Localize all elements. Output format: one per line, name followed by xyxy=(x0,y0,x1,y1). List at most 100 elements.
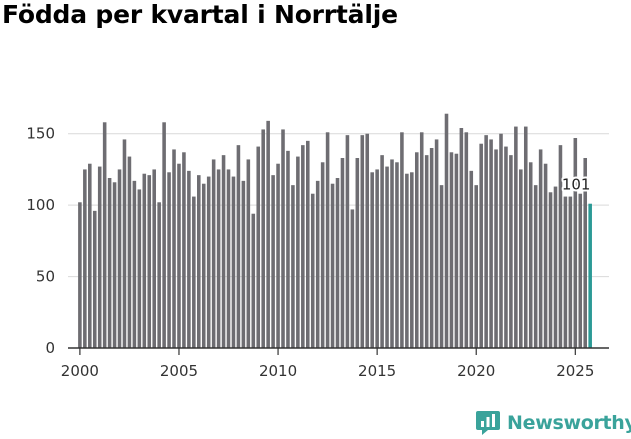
bar xyxy=(578,193,583,348)
bar xyxy=(484,135,488,348)
bar xyxy=(286,150,290,348)
bar xyxy=(350,209,355,348)
bar xyxy=(340,158,345,348)
bar xyxy=(335,178,340,348)
bar xyxy=(162,122,166,349)
bar xyxy=(528,162,533,348)
bar xyxy=(221,155,226,348)
bar xyxy=(533,185,538,348)
bar xyxy=(499,133,503,348)
bar xyxy=(548,192,553,348)
bar xyxy=(167,172,171,348)
bar xyxy=(514,126,518,348)
bar xyxy=(92,210,97,348)
bar xyxy=(107,178,112,348)
bar xyxy=(449,152,454,348)
bar xyxy=(102,122,107,349)
x-axis xyxy=(68,347,609,355)
bar xyxy=(400,132,404,348)
y-tick-label: 0 xyxy=(45,339,55,357)
bar xyxy=(444,113,449,348)
bar xyxy=(301,145,305,348)
bar xyxy=(405,173,409,348)
bar xyxy=(573,138,578,348)
bar xyxy=(127,156,132,348)
bar xyxy=(251,213,256,348)
bar xyxy=(385,166,389,348)
bar xyxy=(553,186,558,348)
bar xyxy=(429,148,434,348)
bar xyxy=(523,126,528,348)
bar xyxy=(152,169,156,348)
newsworthy-logo: Newsworthy xyxy=(475,408,631,438)
brand-name: Newsworthy xyxy=(507,412,631,434)
y-tick-label: 100 xyxy=(26,196,55,214)
bar xyxy=(330,183,335,348)
x-tick-label: 2010 xyxy=(259,362,297,380)
bar xyxy=(538,149,543,348)
bar xyxy=(543,163,548,348)
bar xyxy=(558,145,563,348)
bar xyxy=(137,189,142,348)
bar xyxy=(241,180,246,348)
bar xyxy=(88,163,92,348)
bar xyxy=(355,158,360,348)
bar xyxy=(78,202,82,348)
bar xyxy=(315,180,320,348)
bar xyxy=(97,166,102,348)
y-tick-label: 150 xyxy=(26,125,55,143)
bar xyxy=(489,139,493,348)
bar xyxy=(83,169,87,348)
bar xyxy=(177,163,181,348)
bar xyxy=(568,196,573,348)
y-tick-label: 50 xyxy=(36,268,55,286)
bar xyxy=(464,132,469,348)
chart-speech-bubble-icon xyxy=(476,411,500,435)
bar xyxy=(390,159,394,348)
highlight-bar xyxy=(588,203,592,348)
bar xyxy=(112,182,117,348)
bar xyxy=(197,175,201,348)
bar xyxy=(365,133,370,348)
bar xyxy=(454,153,459,348)
tick-labels: 0 50 100 150 101 2000 2005 2010 2015 2020 2025 xyxy=(26,125,594,380)
bar xyxy=(122,139,127,348)
bar xyxy=(509,155,513,348)
bar xyxy=(325,132,330,348)
bar xyxy=(271,175,275,348)
bar xyxy=(424,155,429,348)
bar xyxy=(192,196,196,348)
bar xyxy=(469,170,474,348)
bar xyxy=(291,185,295,348)
bar xyxy=(187,170,191,348)
bar xyxy=(414,152,419,348)
chart-title: Födda per kvartal i Norrtälje xyxy=(2,0,398,29)
bar xyxy=(172,149,176,348)
bar xyxy=(494,149,498,348)
bar xyxy=(266,120,270,348)
bar xyxy=(117,169,122,348)
bar xyxy=(519,169,523,348)
bar xyxy=(157,202,161,348)
x-tick-label: 2000 xyxy=(61,362,99,380)
bar xyxy=(256,146,261,348)
bar xyxy=(182,152,186,348)
x-tick-label: 2015 xyxy=(358,362,396,380)
x-tick-label: 2025 xyxy=(556,362,594,380)
bar xyxy=(360,135,365,348)
bar xyxy=(310,193,315,348)
bar xyxy=(459,128,464,348)
x-tick-label: 2020 xyxy=(457,362,495,380)
bar xyxy=(261,129,265,348)
bar xyxy=(147,175,152,348)
x-tick-label: 2005 xyxy=(160,362,198,380)
bar xyxy=(276,163,280,348)
bar xyxy=(504,146,508,348)
bar xyxy=(583,158,588,348)
bar xyxy=(236,145,241,348)
bar xyxy=(211,159,216,348)
bar xyxy=(281,129,285,348)
bar xyxy=(410,172,414,348)
bar xyxy=(439,185,444,348)
